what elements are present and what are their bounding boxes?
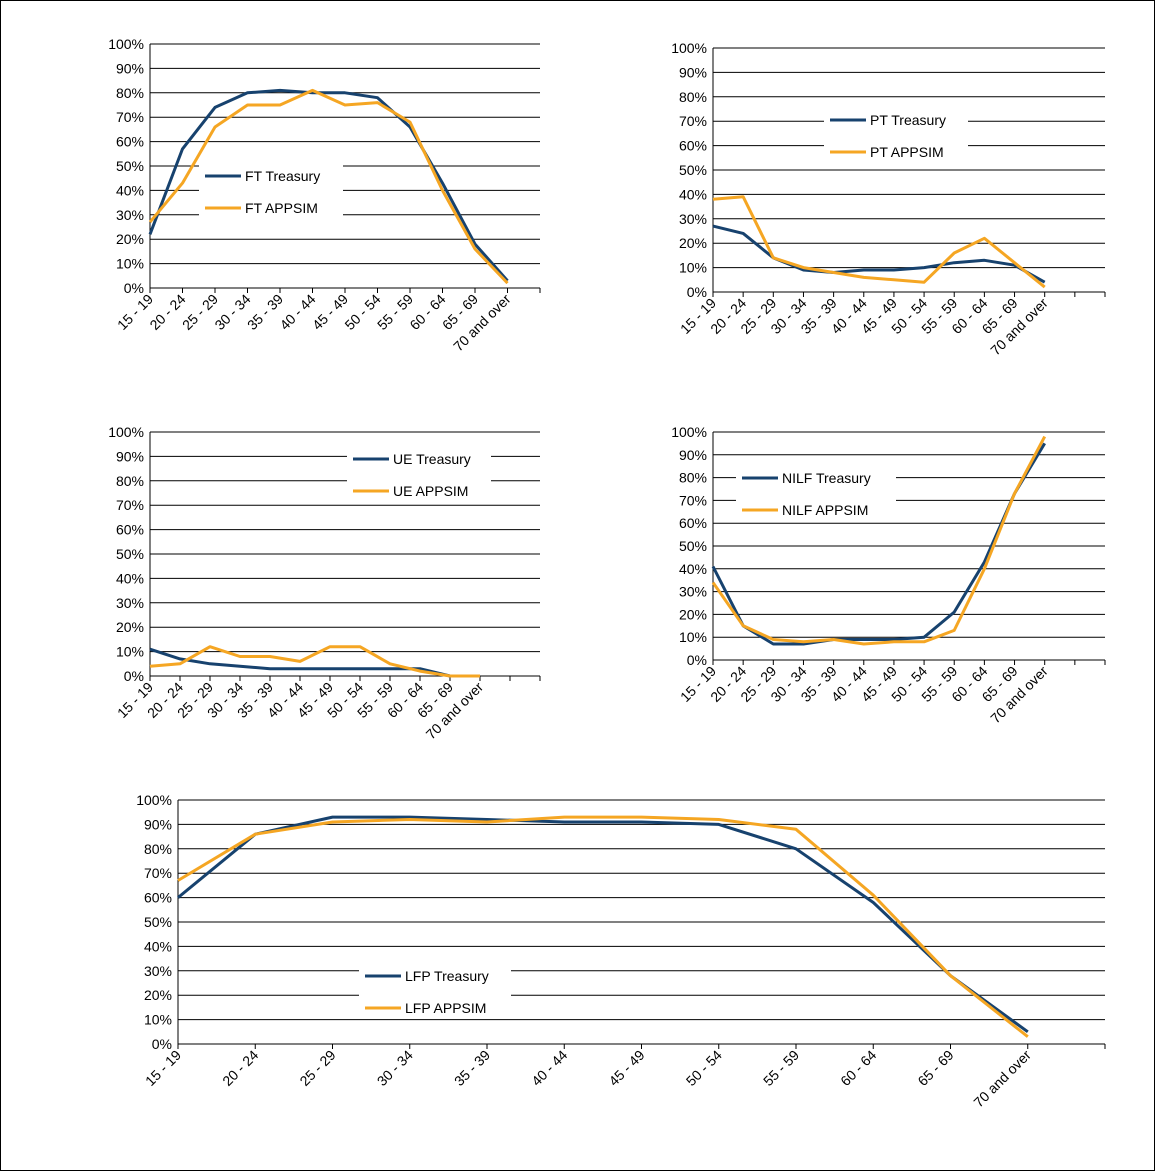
lfp-y-tick-label: 100% (136, 792, 172, 808)
nilf-legend-label: NILF Treasury (782, 470, 871, 486)
ue-y-tick-label: 30% (116, 595, 144, 611)
lfp-series-line-treasury (177, 815, 1029, 1034)
lfp-chart: 0%10%20%30%40%50%60%70%80%90%100%15 - 19… (136, 792, 1106, 1110)
ft-y-tick-label: 30% (116, 207, 144, 223)
nilf-series-line-appsim (711, 435, 1047, 646)
lfp-gridlines (178, 799, 1105, 1045)
pt-y-tick-label: 60% (679, 138, 707, 154)
ft-x-tick-label: 60 - 64 (406, 291, 448, 333)
ft-chart: 0% 10% 20% 30% 40% 50% 60% 70% 80% 90% 100% 15 - 19… (108, 36, 541, 354)
nilf-y-tick-label: 80% (679, 470, 707, 486)
pt-legend: PT Treasury PT APPSIM (824, 104, 968, 162)
pt-y-tick-label: 90% (679, 64, 707, 80)
ft-x-tick-label: 35 - 39 (244, 291, 286, 333)
nilf-y-tick-label: 100% (671, 424, 707, 440)
ue-legend: UE Treasury UE APPSIM (347, 443, 491, 501)
ue-chart: 0%10%20%30%40%50%60%70%80%90%100%15 - 19… (108, 424, 541, 742)
ft-x-tick-label: 45 - 49 (309, 291, 351, 333)
ft-y-tick-label: 50% (116, 158, 144, 174)
ft-y-tick-label: 100% (108, 36, 144, 52)
ft-legend-label: FT APPSIM (245, 200, 318, 216)
ft-y-tick-label: 80% (116, 85, 144, 101)
ue-y-tick-label: 80% (116, 473, 144, 489)
ft-x-tick-label: 15 - 19 (114, 291, 156, 333)
lfp-y-tick-label: 50% (144, 914, 172, 930)
nilf-y-tick-label: 30% (679, 584, 707, 600)
lfp-y-tick-label: 90% (144, 816, 172, 832)
ue-legend-label: UE Treasury (393, 451, 471, 467)
nilf-y-tick-label: 40% (679, 561, 707, 577)
nilf-legend-label: NILF APPSIM (782, 502, 868, 518)
ft-x-tick-label: 20 - 24 (146, 291, 188, 333)
lfp-y-tick-label: 80% (144, 841, 172, 857)
lfp-y-tick-label: 10% (144, 1012, 172, 1028)
ft-y-tick-label: 90% (116, 60, 144, 76)
nilf-series-line-treasury (711, 442, 1046, 646)
nilf-y-tick-label: 50% (679, 538, 707, 554)
nilf-y-tick-label: 70% (679, 492, 707, 508)
lfp-legend: LFP Treasury LFP APPSIM (359, 960, 511, 1018)
lfp-series-line-appsim (177, 815, 1029, 1038)
ft-series-line-treasury (148, 88, 509, 282)
lfp-legend-label: LFP APPSIM (405, 1000, 486, 1016)
lfp-y-tick-label: 40% (144, 938, 172, 954)
lfp-y-tick-label: 70% (144, 865, 172, 881)
ue-y-tick-label: 0% (124, 668, 144, 684)
ft-y-tick-label: 60% (116, 134, 144, 150)
ft-x-tick-label: 40 - 44 (276, 291, 318, 333)
ft-series-line-appsim (148, 88, 509, 285)
lfp-y-tick-label: 30% (144, 963, 172, 979)
ue-y-tick-label: 100% (108, 424, 144, 440)
nilf-legend: NILF Treasury NILF APPSIM (736, 462, 896, 520)
ue-y-tick-label: 50% (116, 546, 144, 562)
nilf-y-tick-label: 0% (687, 652, 707, 668)
nilf-y-tick-label: 10% (679, 629, 707, 645)
pt-y-tick-label: 30% (679, 211, 707, 227)
nilf-y-tick-label: 60% (679, 515, 707, 531)
lfp-y-tick-label: 0% (152, 1036, 172, 1052)
ue-y-tick-label: 70% (116, 497, 144, 513)
pt-legend-label: PT APPSIM (870, 144, 944, 160)
ue-series-line-treasury (149, 647, 480, 678)
lfp-y-tick-label: 20% (144, 987, 172, 1003)
pt-series-line-treasury (712, 224, 1046, 284)
ue-y-tick-label: 20% (116, 619, 144, 635)
ft-legend-label: FT Treasury (245, 168, 320, 184)
nilf-y-tick-label: 90% (679, 447, 707, 463)
pt-series-line-appsim (712, 195, 1046, 289)
ft-y-tick-label: 70% (116, 109, 144, 125)
ue-y-tick-label: 10% (116, 644, 144, 660)
ft-x-tick-label: 55 - 59 (374, 291, 416, 333)
ue-y-tick-label: 90% (116, 448, 144, 464)
ue-series-line-appsim (149, 645, 480, 678)
ue-y-tick-label: 40% (116, 570, 144, 586)
ft-x-tick-label: 30 - 34 (211, 291, 253, 333)
ft-x-tick-label: 25 - 29 (179, 291, 221, 333)
ue-y-tick-label: 60% (116, 522, 144, 538)
ft-y-tick-label: 0% (124, 280, 144, 296)
ft-y-tick-label: 20% (116, 231, 144, 247)
ft-y-tick-label: 40% (116, 182, 144, 198)
pt-y-tick-label: 0% (687, 284, 707, 300)
pt-y-tick-label: 50% (679, 162, 707, 178)
pt-y-tick-label: 70% (679, 113, 707, 129)
nilf-chart: 0%10%20%30%40%50%60%70%80%90%100%15 - 19… (671, 424, 1106, 726)
pt-y-tick-label: 40% (679, 186, 707, 202)
pt-y-tick-label: 10% (679, 260, 707, 276)
ft-y-tick-label: 10% (116, 256, 144, 272)
ue-legend-label: UE APPSIM (393, 483, 468, 499)
pt-y-tick-label: 100% (671, 40, 707, 56)
lfp-legend-label: LFP Treasury (405, 968, 489, 984)
pt-y-tick-label: 20% (679, 235, 707, 251)
nilf-y-tick-label: 20% (679, 606, 707, 622)
lfp-y-tick-label: 60% (144, 890, 172, 906)
ft-x-tick-label: 50 - 54 (341, 291, 383, 333)
pt-chart: 0%10%20%30%40%50%60%70%80%90%100%15 - 19… (671, 40, 1106, 358)
pt-legend-label: PT Treasury (870, 112, 946, 128)
pt-y-tick-label: 80% (679, 89, 707, 105)
ft-legend: FT Treasury FT APPSIM (199, 160, 343, 218)
